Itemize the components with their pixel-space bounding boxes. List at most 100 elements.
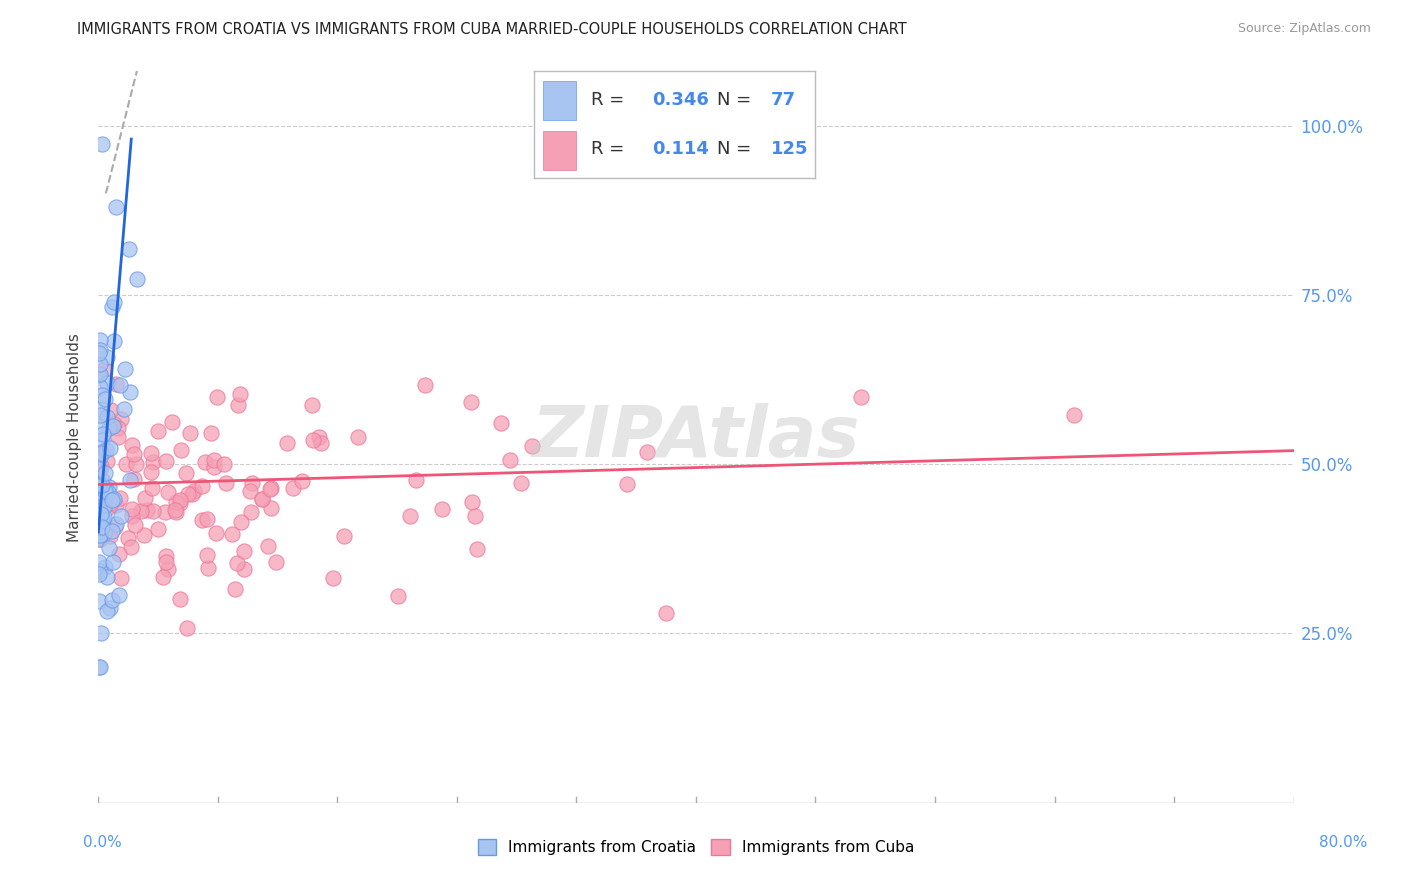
Y-axis label: Married-couple Households: Married-couple Households	[67, 333, 83, 541]
Point	[122, 447, 145, 461]
FancyBboxPatch shape	[543, 81, 576, 120]
Point	[430, 502, 453, 516]
Point	[142, 504, 165, 518]
Point	[499, 453, 522, 467]
Point	[509, 476, 531, 491]
Point	[100, 402, 122, 417]
Point	[114, 362, 136, 376]
Point	[90, 521, 112, 535]
Point	[93, 362, 115, 376]
Point	[200, 426, 222, 441]
Point	[225, 557, 247, 571]
Point	[103, 334, 125, 348]
Point	[93, 525, 115, 540]
Point	[250, 491, 273, 506]
Text: Source: ZipAtlas.com: Source: ZipAtlas.com	[1237, 22, 1371, 36]
Point	[89, 450, 111, 464]
Point	[399, 509, 422, 524]
Text: 0.114: 0.114	[652, 141, 709, 159]
Point	[90, 626, 112, 640]
Point	[155, 505, 177, 519]
Point	[180, 486, 202, 500]
Point	[90, 433, 112, 447]
Point	[616, 477, 638, 491]
Point	[264, 555, 287, 569]
Point	[121, 438, 143, 452]
Point	[96, 376, 118, 391]
Point	[91, 444, 114, 458]
Point	[90, 510, 112, 524]
Text: 77: 77	[770, 91, 796, 109]
Point	[110, 571, 132, 585]
Point	[89, 564, 111, 578]
Point	[415, 378, 437, 392]
Point	[309, 436, 332, 450]
Point	[281, 481, 304, 495]
Point	[93, 499, 115, 513]
Point	[152, 570, 174, 584]
Point	[135, 503, 157, 517]
Point	[89, 529, 111, 543]
Point	[346, 429, 368, 443]
Point	[239, 505, 262, 519]
Point	[124, 457, 146, 471]
Point	[134, 491, 156, 506]
Point	[301, 398, 323, 412]
Point	[387, 589, 409, 603]
Point	[98, 529, 121, 543]
Point	[94, 560, 117, 574]
Point	[155, 555, 177, 569]
Point	[91, 426, 114, 441]
Point	[191, 512, 214, 526]
Point	[91, 475, 114, 489]
Point	[259, 482, 281, 496]
Point	[849, 390, 872, 404]
Point	[124, 518, 146, 533]
Point	[96, 604, 118, 618]
Point	[118, 384, 141, 399]
Point	[127, 271, 149, 285]
Point	[101, 555, 124, 569]
Point	[260, 481, 283, 495]
Point	[90, 507, 112, 521]
Point	[108, 547, 131, 561]
Point	[117, 242, 139, 256]
Point	[156, 484, 179, 499]
Point	[197, 561, 219, 575]
Point	[195, 512, 218, 526]
Point	[110, 411, 132, 425]
Point	[91, 519, 114, 533]
Point	[322, 570, 344, 584]
Legend: Immigrants from Croatia, Immigrants from Cuba: Immigrants from Croatia, Immigrants from…	[471, 833, 921, 861]
Point	[104, 519, 127, 533]
Point	[228, 386, 250, 401]
Point	[91, 492, 114, 507]
Point	[169, 496, 191, 510]
Point	[165, 505, 187, 519]
Point	[155, 549, 177, 563]
Point	[110, 508, 132, 523]
Point	[205, 525, 228, 540]
Point	[112, 401, 135, 416]
Point	[169, 492, 191, 507]
Point	[141, 481, 163, 495]
Point	[90, 459, 112, 474]
Point	[96, 409, 118, 424]
Point	[134, 527, 156, 541]
Point	[100, 493, 122, 508]
Point	[89, 567, 111, 582]
Point	[239, 483, 262, 498]
Point	[155, 454, 177, 468]
Point	[96, 483, 118, 498]
Point	[302, 433, 325, 447]
Point	[103, 419, 125, 434]
Point	[89, 477, 111, 491]
Point	[405, 473, 427, 487]
Point	[90, 136, 112, 151]
Point	[96, 570, 118, 584]
Point	[89, 358, 111, 372]
Point	[89, 380, 111, 394]
Point	[636, 445, 658, 459]
Point	[89, 532, 111, 546]
Point	[170, 442, 193, 457]
